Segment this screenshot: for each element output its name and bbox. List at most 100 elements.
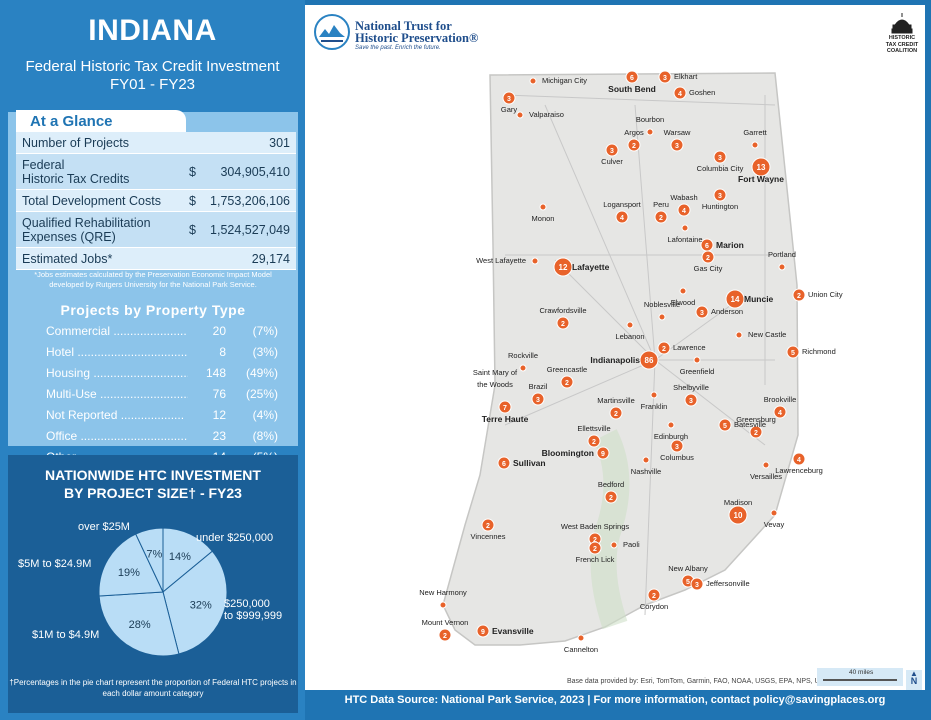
city-label: Lebanon: [615, 332, 645, 341]
city-marker: [577, 634, 585, 642]
city-label: Noblesville: [643, 300, 681, 309]
city-label: Logansport: [603, 200, 641, 209]
city-label: Fort Wayne: [738, 174, 784, 184]
city-project-count: 2: [632, 143, 636, 150]
glance-value: 1,524,527,049: [210, 223, 290, 237]
city-project-count: 2: [593, 546, 597, 553]
city-marker: [646, 128, 654, 136]
city-label: New Albany: [668, 564, 708, 573]
pie-label-250k-a: $250,000: [224, 598, 270, 610]
city-marker: [531, 257, 539, 265]
glance-currency: $: [189, 165, 196, 179]
pie-value-label: 32%: [190, 599, 212, 611]
city-label: Garrett: [743, 128, 767, 137]
pie-value-label: 19%: [118, 567, 140, 579]
glance-row: Number of Projects 301: [16, 132, 296, 154]
nationwide-panel: NATIONWIDE HTC INVESTMENT BY PROJECT SIZ…: [8, 455, 298, 713]
city-marker: [670, 138, 684, 152]
city-label: Greenfield: [679, 367, 715, 376]
city-label: Muncie: [744, 294, 774, 304]
city-label: Nashville: [630, 467, 662, 476]
city-label: Ellettsville: [577, 424, 611, 433]
city-project-count: 3: [663, 75, 667, 82]
pie-label-under250: under $250,000: [196, 532, 274, 544]
basemap-credit: Base data provided by: Esri, TomTom, Gar…: [567, 678, 880, 685]
pie-slice: [162, 527, 214, 594]
nationwide-subtitle: BY PROJECT SIZE† - FY23: [64, 485, 242, 501]
city-marker: [553, 257, 573, 277]
glance-row: Total Development Costs $1,753,206,106: [16, 190, 296, 212]
glance-label: Number of Projects: [22, 136, 129, 150]
city-label: Wabash: [670, 193, 698, 202]
city-project-count: 2: [659, 215, 663, 222]
city-label: Warsaw: [663, 128, 691, 137]
city-label: Mount Vernon: [421, 618, 469, 627]
city-marker: [625, 70, 639, 84]
city-label: Michigan City: [542, 76, 588, 85]
city-project-count: 2: [662, 346, 666, 353]
glance-currency: $: [189, 223, 196, 237]
property-type-row: Housing .............................. 14…: [46, 366, 296, 382]
pie-value-label: 28%: [129, 619, 151, 631]
city-marker: [770, 509, 778, 517]
glance-value: 304,905,410: [220, 165, 290, 179]
city-project-count: 2: [754, 430, 758, 437]
glance-value: 29,174: [251, 252, 290, 266]
property-type-label: Housing ..............................: [46, 366, 188, 380]
city-label: Shelbyville: [673, 383, 709, 392]
city-label: Vevay: [763, 520, 785, 529]
city-label: New Harmony: [419, 588, 467, 597]
city-marker: [713, 150, 727, 164]
city-label: Martinsville: [597, 396, 635, 405]
city-marker: [684, 393, 698, 407]
city-project-count: 6: [502, 461, 506, 468]
property-type-row: Not Reported ................... 12 (4%): [46, 408, 296, 424]
glance-table: Number of Projects 301 Federal Historic Tax…: [16, 132, 296, 270]
city-label: West Baden Springs: [560, 522, 630, 531]
property-type-percent: (49%): [245, 366, 278, 380]
city-project-count: 6: [705, 243, 709, 250]
city-project-count: 3: [689, 398, 693, 405]
city-project-count: 2: [706, 255, 710, 262]
pie-label-1m: $1M to $4.9M: [32, 629, 100, 641]
city-project-count: 3: [675, 143, 679, 150]
org-name-line2: Historic Preservation®: [355, 31, 479, 45]
map-panel: National Trust for Historic Preservation…: [305, 5, 925, 690]
city-project-count: 3: [695, 582, 699, 589]
north-arrow-icon: ▲ N: [906, 669, 922, 690]
left-panel: INDIANA Federal Historic Tax Credit Inve…: [0, 0, 305, 720]
glance-label: Qualified Rehabilitation Expenses (QRE): [22, 216, 151, 244]
property-type-row: Commercial ...................... 20 (7%): [46, 324, 296, 340]
city-marker: [639, 350, 659, 370]
city-label: Edinburgh: [653, 432, 689, 441]
property-type-count: 76: [212, 387, 226, 401]
city-label: Richmond: [802, 347, 836, 356]
pie-label-over25: over $25M: [78, 521, 130, 533]
city-marker: [667, 421, 675, 429]
national-trust-logo: National Trust for Historic Preservation…: [311, 11, 481, 53]
city-label: Franklin: [640, 402, 668, 411]
subtitle: Federal Historic Tax Credit Investment: [25, 58, 280, 75]
city-project-count: 3: [718, 193, 722, 200]
city-marker: [502, 91, 516, 105]
property-type-percent: (8%): [252, 429, 278, 443]
city-project-count: 4: [778, 410, 782, 417]
city-label: Lafayette: [572, 262, 610, 272]
scale-bar: 40 miles: [817, 668, 903, 686]
city-label: Lawrenceburg: [775, 466, 823, 475]
city-label: Madison: [723, 498, 753, 507]
city-project-count: 2: [797, 293, 801, 300]
city-label: Cannelton: [563, 645, 599, 654]
city-marker: [658, 70, 672, 84]
city-label: the Woods: [477, 380, 513, 389]
city-project-count: 5: [723, 423, 727, 430]
subtitle-years: FY01 - FY23: [109, 76, 196, 93]
city-marker: [596, 446, 610, 460]
city-label: Elwood: [670, 298, 696, 307]
htc-coalition-logo: HISTORIC TAX CREDIT COALITION: [883, 11, 921, 61]
city-label: Bourbon: [635, 115, 665, 124]
city-label: Crawfordsville: [539, 306, 587, 315]
city-marker: [531, 392, 545, 406]
glance-currency: $: [189, 194, 196, 208]
